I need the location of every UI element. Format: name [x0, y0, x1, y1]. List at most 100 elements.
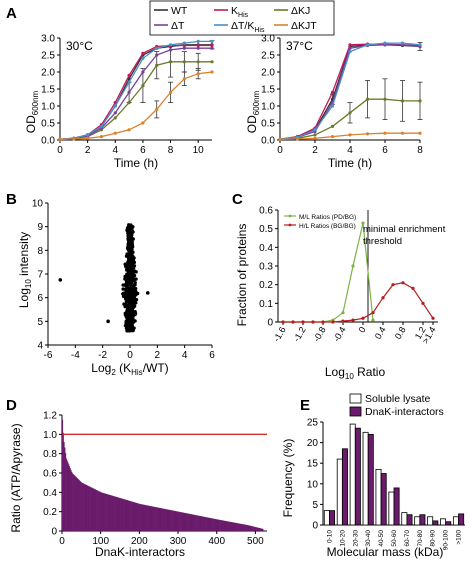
d-bar	[127, 500, 129, 531]
a37-series-point	[418, 99, 422, 103]
d-bar	[189, 513, 191, 531]
d-bar	[229, 521, 231, 531]
d-y-tick-label: 0.4	[43, 488, 57, 499]
a37-series-point	[365, 97, 370, 101]
d-x-tick-label: 100	[92, 536, 109, 547]
a30-series-point	[155, 46, 159, 50]
d-bar	[202, 516, 204, 531]
c-series-point	[421, 301, 425, 305]
a30-series-point	[113, 111, 117, 115]
d-bar	[219, 519, 221, 531]
a37-y-tick-label: 0.0	[261, 136, 275, 147]
e-bar	[375, 468, 382, 526]
a37-series-point	[400, 99, 405, 103]
b-scatter-point	[130, 316, 134, 320]
c-series-point	[391, 283, 395, 287]
d-bar	[124, 499, 126, 531]
panel-c-xlabel: Log10 Ratio	[325, 365, 386, 381]
d-bar	[119, 497, 121, 531]
d-bar	[210, 518, 212, 531]
c-x-tick-label: -0.4	[331, 325, 347, 343]
panel-a-right-ylabel: OD600nm	[245, 90, 261, 133]
d-bar	[118, 497, 120, 531]
a37-series-point	[383, 131, 387, 135]
a30-y-tick-label: 3.0	[41, 34, 55, 45]
a30-series-point	[99, 124, 104, 128]
d-bar	[200, 516, 202, 531]
d-bar	[96, 490, 98, 531]
d-bar	[235, 522, 237, 531]
c-x-tick-label: 0.8	[393, 325, 408, 341]
a30-series-point	[141, 51, 145, 55]
a37-series-point	[365, 43, 370, 47]
e-y-tick-label: 5	[312, 500, 318, 511]
c-series-point	[351, 318, 355, 322]
d-bar	[90, 487, 92, 531]
threshold-annotation-1: minimal enrichment	[363, 224, 446, 235]
panel-c-ylabel: Fraction of proteins	[235, 224, 249, 327]
c-legend-marker	[288, 223, 292, 227]
c-y-tick-label: 0.4	[259, 243, 273, 254]
d-bar	[221, 520, 223, 531]
d-bar	[73, 474, 75, 531]
d-bar	[162, 508, 164, 531]
d-bar	[183, 512, 185, 531]
a30-series-point	[127, 90, 131, 94]
d-bar	[82, 483, 84, 531]
d-bar	[99, 491, 101, 531]
d-bar	[217, 519, 219, 531]
c-x-tick-label: 0	[357, 325, 368, 334]
d-bar	[72, 473, 74, 531]
a30-series-point	[210, 60, 214, 64]
d-bar	[245, 524, 247, 531]
d-bar	[158, 507, 160, 531]
d-bar	[149, 505, 151, 531]
d-bar	[181, 512, 183, 531]
d-bar	[122, 498, 124, 531]
d-bar	[256, 527, 258, 531]
d-bar	[112, 495, 114, 531]
d-bar	[159, 507, 161, 531]
d-bar	[249, 525, 252, 531]
d-bar	[133, 502, 135, 531]
d-bar	[150, 506, 152, 531]
d-bar	[248, 525, 250, 531]
a30-x-tick-label: 6	[140, 145, 146, 156]
a37-series-point	[365, 132, 370, 136]
d-bar	[115, 496, 117, 531]
d-bar	[82, 483, 84, 531]
d-bar	[68, 464, 70, 531]
e-bar	[354, 427, 361, 526]
d-bar	[77, 478, 79, 531]
d-bar	[161, 508, 163, 531]
a37-title: 37°C	[286, 39, 313, 53]
d-bar	[140, 504, 142, 531]
a30-series-point	[127, 101, 131, 105]
d-bar	[102, 492, 104, 531]
c-y-tick-label: 0.6	[259, 206, 273, 217]
a30-series-line	[59, 71, 213, 140]
a30-series-line	[59, 44, 212, 140]
e-bar	[419, 514, 426, 526]
d-bar	[193, 514, 195, 531]
e-legend-swatch	[349, 393, 362, 404]
d-bar	[231, 522, 233, 531]
b-scatter-point	[132, 273, 137, 278]
c-series-point	[341, 311, 345, 315]
d-bar	[207, 517, 209, 531]
b-scatter-point	[131, 230, 135, 234]
c-series-point	[281, 320, 285, 324]
c-series-point	[341, 319, 345, 323]
a37-x-tick-label: 6	[382, 145, 388, 156]
b-x-tick-label: -2	[98, 350, 107, 361]
d-bar	[109, 494, 111, 531]
d-bar	[97, 490, 99, 531]
a30-series-point	[127, 128, 131, 132]
d-bar	[125, 499, 127, 531]
e-legend-swatch	[349, 406, 362, 417]
d-bar	[185, 513, 187, 531]
e-legend-label: DnaK-interactors	[365, 406, 444, 418]
e-bar	[432, 520, 439, 526]
panel-letter-d: D	[6, 397, 17, 414]
a30-x-tick-label: 8	[168, 145, 174, 156]
